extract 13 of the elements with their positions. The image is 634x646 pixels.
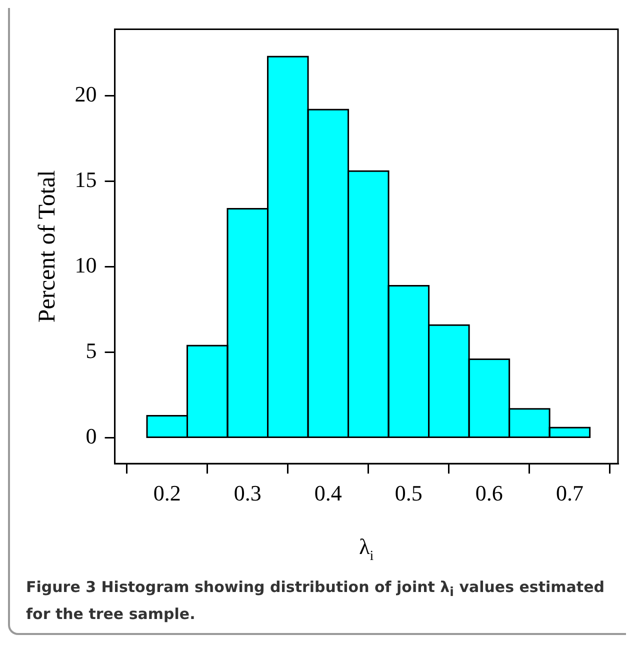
x-tick-label: 0.2: [153, 480, 181, 506]
y-tick-label: 0: [86, 424, 97, 449]
x-tick-label: 0.4: [314, 480, 342, 506]
text: Figure 3 Histogram showing distribution of joint λ$_{i}$ values estimated for the tree sample.: [26, 578, 604, 623]
x-tick-label: 0.3: [234, 480, 262, 506]
x-tick-label: 0.5: [394, 480, 422, 506]
x-tick-label: 0.6: [475, 480, 503, 506]
y-tick-label: 5: [86, 338, 97, 364]
y-tick-label: 15: [74, 167, 97, 192]
y-tick-label: 20: [74, 82, 97, 107]
y-tick-label: 10: [74, 252, 97, 278]
y-axis-title: Percent of Total: [34, 170, 61, 323]
x-tick-label: 0.7: [556, 480, 584, 506]
